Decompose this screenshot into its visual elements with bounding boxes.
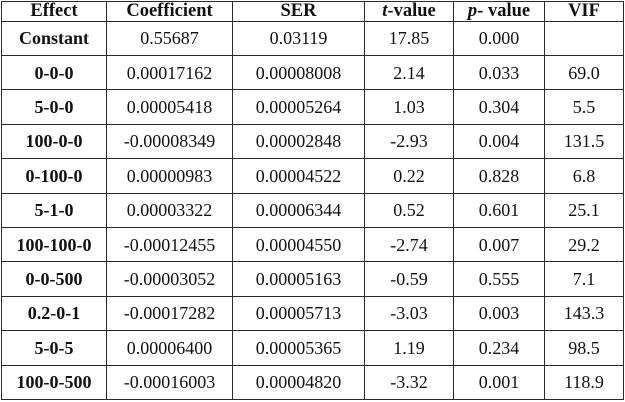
cell-p-value: 0.828: [453, 158, 545, 194]
cell-vif: 69.0: [544, 54, 624, 91]
header-p-suffix: - value: [477, 1, 531, 21]
cell-t-value: 1.03: [364, 89, 454, 125]
table-header: Effect Coefficient SER t-value p- value …: [1, 1, 624, 22]
cell-p-value: 0.001: [453, 364, 545, 401]
cell-vif: 6.8: [544, 158, 624, 194]
cell-p-value: 0.234: [453, 330, 545, 366]
cell-effect: 0.2-0-1: [1, 295, 107, 332]
cell-ser: 0.00005365: [232, 330, 365, 366]
cell-effect: 0-100-0: [1, 158, 107, 194]
cell-vif: 25.1: [544, 192, 624, 228]
cell-coefficient: -0.00003052: [106, 261, 233, 297]
cell-t-value: -3.03: [364, 295, 454, 332]
cell-p-value: 0.003: [453, 295, 545, 332]
cell-t-value: -2.93: [364, 123, 454, 160]
cell-p-value: 0.304: [453, 89, 545, 125]
table-row: Constant 0.55687 0.03119 17.85 0.000: [1, 20, 624, 56]
header-ser: SER: [232, 1, 365, 22]
cell-vif: 143.3: [544, 295, 624, 332]
header-effect: Effect: [1, 1, 107, 22]
cell-p-value: 0.004: [453, 123, 545, 160]
cell-ser: 0.00008008: [232, 54, 365, 91]
cell-vif: 5.5: [544, 89, 624, 125]
cell-coefficient: 0.00003322: [106, 192, 233, 228]
header-t-suffix: -value: [387, 1, 436, 21]
table-row: 5-1-0 0.00003322 0.00006344 0.52 0.601 25.1: [1, 192, 624, 228]
cell-effect: 100-100-0: [1, 226, 107, 263]
cell-ser: 0.00005163: [232, 261, 365, 297]
cell-coefficient: -0.00008349: [106, 123, 233, 160]
cell-p-value: 0.033: [453, 54, 545, 91]
cell-t-value: 17.85: [364, 20, 454, 56]
header-t-symbol: t: [382, 1, 388, 21]
cell-p-value: 0.555: [453, 261, 545, 297]
cell-effect: 5-0-0: [1, 89, 107, 125]
table-row: 0-0-500 -0.00003052 0.00005163 -0.59 0.555 7.…: [1, 261, 624, 297]
cell-effect: 5-1-0: [1, 192, 107, 228]
cell-coefficient: 0.00000983: [106, 158, 233, 194]
cell-vif: 98.5: [544, 330, 624, 366]
cell-coefficient: 0.00006400: [106, 330, 233, 366]
header-p-value: p- value: [453, 1, 545, 22]
table-row: 0.2-0-1 -0.00017282 0.00005713 -3.03 0.003 14…: [1, 295, 624, 332]
cell-effect: 5-0-5: [1, 330, 107, 366]
cell-coefficient: 0.00017162: [106, 54, 233, 91]
cell-effect: 0-0-0: [1, 54, 107, 91]
header-p-symbol: p: [467, 1, 478, 21]
cell-ser: 0.00004820: [232, 364, 365, 401]
cell-effect: Constant: [1, 20, 107, 56]
cell-coefficient: 0.00005418: [106, 89, 233, 125]
cell-t-value: 0.52: [364, 192, 454, 228]
cell-coefficient: 0.55687: [106, 20, 233, 56]
cell-effect: 0-0-500: [1, 261, 107, 297]
cell-ser: 0.00004550: [232, 226, 365, 263]
table-row: 5-0-0 0.00005418 0.00005264 1.03 0.304 5.5: [1, 89, 624, 125]
table-row: 100-0-0 -0.00008349 0.00002848 -2.93 0.004 13…: [1, 123, 624, 160]
header-coefficient: Coefficient: [106, 1, 233, 22]
table-row: 5-0-5 0.00006400 0.00005365 1.19 0.234 98.5: [1, 330, 624, 366]
cell-p-value: 0.000: [453, 20, 545, 56]
cell-ser: 0.00006344: [232, 192, 365, 228]
cell-t-value: -3.32: [364, 364, 454, 401]
table-row: 100-100-0 -0.00012455 0.00004550 -2.74 0.007…: [1, 226, 624, 263]
cell-p-value: 0.601: [453, 192, 545, 228]
cell-ser: 0.00002848: [232, 123, 365, 160]
cell-vif: 118.9: [544, 364, 624, 401]
header-t-value: t-value: [364, 1, 454, 22]
table-row: 100-0-500 -0.00016003 0.00004820 -3.32 0.001…: [1, 364, 624, 401]
cell-ser: 0.03119: [232, 20, 365, 56]
cell-vif: [544, 20, 624, 56]
cell-t-value: 2.14: [364, 54, 454, 91]
cell-vif: 7.1: [544, 261, 624, 297]
cell-ser: 0.00004522: [232, 158, 365, 194]
cell-coefficient: -0.00012455: [106, 226, 233, 263]
table-row: 0-0-0 0.00017162 0.00008008 2.14 0.033 69.0: [1, 54, 624, 91]
cell-vif: 29.2: [544, 226, 624, 263]
cell-t-value: -0.59: [364, 261, 454, 297]
cell-coefficient: -0.00016003: [106, 364, 233, 401]
cell-ser: 0.00005264: [232, 89, 365, 125]
cell-t-value: 1.19: [364, 330, 454, 366]
cell-effect: 100-0-500: [1, 364, 107, 401]
table-row: 0-100-0 0.00000983 0.00004522 0.22 0.828 6.8: [1, 158, 624, 194]
cell-coefficient: -0.00017282: [106, 295, 233, 332]
cell-t-value: 0.22: [364, 158, 454, 194]
header-row: Effect Coefficient SER t-value p- value …: [1, 1, 624, 22]
cell-t-value: -2.74: [364, 226, 454, 263]
cell-effect: 100-0-0: [1, 123, 107, 160]
cell-p-value: 0.007: [453, 226, 545, 263]
cell-vif: 131.5: [544, 123, 624, 160]
table-body: Constant 0.55687 0.03119 17.85 0.000 0-0-0 0.0…: [1, 20, 624, 401]
header-vif: VIF: [544, 1, 624, 22]
cell-ser: 0.00005713: [232, 295, 365, 332]
